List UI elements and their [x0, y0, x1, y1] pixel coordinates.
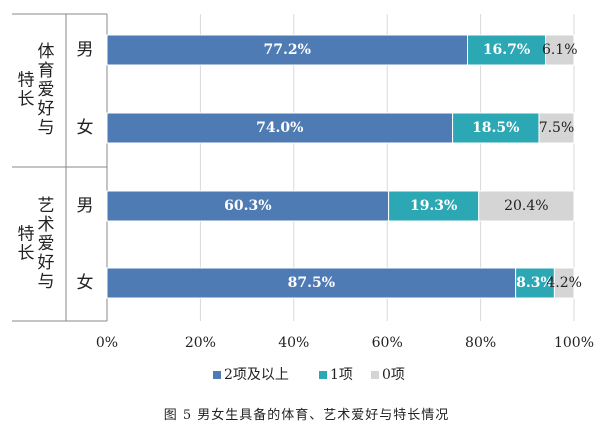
group-label-char: 爱	[38, 234, 55, 254]
bar-segment	[538, 112, 575, 144]
legend-label: 0项	[382, 367, 405, 383]
x-tick-label: 100%	[554, 335, 594, 351]
category-label: 女	[77, 273, 94, 293]
data-label: 87.5%	[288, 275, 335, 291]
data-label: 60.3%	[224, 198, 271, 214]
x-tick-label: 80%	[465, 335, 496, 351]
data-label: 77.2%	[264, 42, 311, 58]
data-label: 74.0%	[256, 120, 303, 136]
bar-segment	[478, 190, 575, 222]
legend-label: 1项	[330, 367, 353, 383]
bar-segment	[452, 112, 540, 144]
group-label-char: 好	[38, 99, 55, 119]
bar-segment	[467, 34, 547, 66]
group-label-char: 与	[38, 118, 55, 138]
group-label-char: 特	[18, 225, 35, 245]
bar-segment	[106, 34, 469, 66]
bar-segment	[553, 267, 575, 299]
group-label-char: 体	[38, 42, 55, 62]
bar-segment	[515, 267, 555, 299]
category-label: 男	[77, 196, 94, 216]
legend-label: 2项及以上	[224, 367, 289, 383]
group-label-char: 长	[18, 244, 35, 264]
x-tick-label: 20%	[185, 335, 216, 351]
data-label: 7.5%	[539, 120, 575, 136]
figure-caption: 图 5 男女生具备的体育、艺术爱好与特长情况	[163, 408, 450, 423]
data-label: 20.4%	[504, 198, 548, 214]
category-label: 男	[77, 40, 94, 60]
category-label: 女	[77, 118, 94, 138]
bar-segment	[106, 190, 390, 222]
group-label-char: 爱	[38, 80, 55, 100]
data-label: 18.5%	[472, 120, 519, 136]
group-label-char: 与	[38, 272, 55, 292]
group-label-char: 育	[38, 61, 55, 81]
data-label: 16.7%	[483, 42, 530, 58]
data-label: 4.2%	[546, 275, 582, 291]
bar-segment	[545, 34, 575, 66]
bar-segment	[106, 112, 454, 144]
group-label-char: 特	[18, 71, 35, 91]
group-label-char: 长	[18, 90, 35, 110]
group-label-char: 好	[38, 253, 55, 273]
x-tick-label: 0%	[96, 335, 118, 351]
legend-swatch	[319, 371, 327, 379]
legend-swatch	[371, 371, 379, 379]
group-label-char: 艺	[38, 196, 55, 216]
data-label: 6.1%	[542, 42, 578, 58]
legend-swatch	[213, 371, 221, 379]
data-label: 19.3%	[410, 198, 457, 214]
x-tick-label: 40%	[278, 335, 309, 351]
x-tick-label: 60%	[372, 335, 403, 351]
data-label: 8.3%	[516, 275, 554, 291]
bar-segment	[106, 267, 517, 299]
group-label-char: 术	[38, 215, 55, 235]
